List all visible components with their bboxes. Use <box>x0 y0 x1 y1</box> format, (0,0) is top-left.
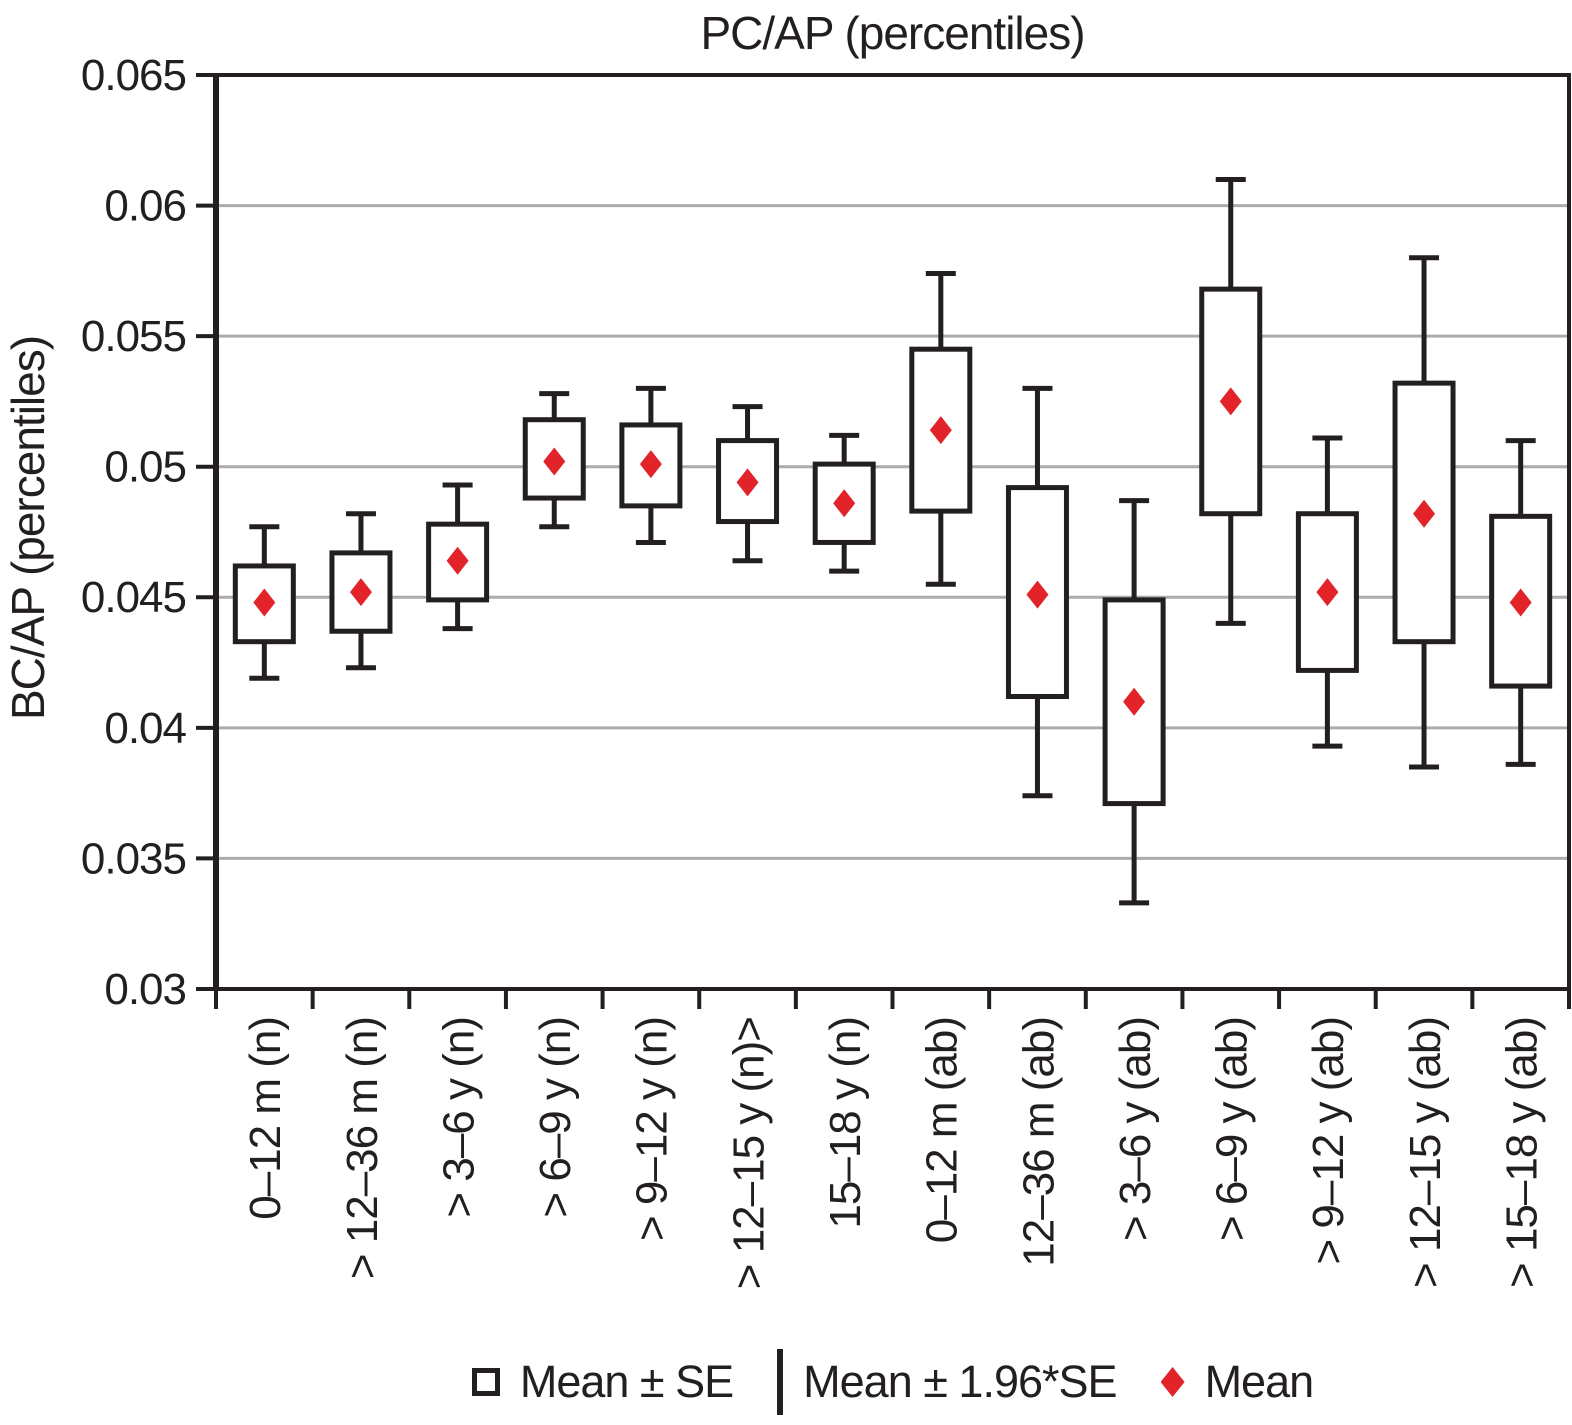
legend-label-mean-196se: Mean ± 1.96*SE <box>803 1356 1117 1407</box>
mean-diamond-0 <box>253 588 276 617</box>
box-group-8 <box>1005 385 1069 799</box>
mean-diamond-5 <box>736 468 759 497</box>
x-category-label-5: > 12–15 y (n)> <box>724 1017 773 1289</box>
mean-diamond-9 <box>1123 687 1146 716</box>
y-tick-label-0.045: 0.045 <box>81 573 186 622</box>
mean-diamond-6 <box>833 489 856 518</box>
y-tick-label-0.05: 0.05 <box>104 443 186 492</box>
box-group-5 <box>716 404 780 564</box>
x-category-label-9: > 3–6 y (ab) <box>1111 1017 1160 1241</box>
y-tick-label-0.04: 0.04 <box>104 704 186 753</box>
mean-196se-whisker-icon <box>777 1349 784 1415</box>
mean-diamond-13 <box>1509 588 1532 617</box>
legend-item-mean-196se: Mean ± 1.96*SE <box>777 1349 1118 1415</box>
legend-label-mean: Mean <box>1204 1356 1315 1407</box>
x-category-label-6: 15–18 y (n) <box>821 1017 870 1229</box>
legend-item-mean: Mean <box>1160 1356 1315 1408</box>
box-group-11 <box>1295 435 1359 749</box>
box-group-12 <box>1392 255 1456 770</box>
mean-diamond-12 <box>1413 499 1436 528</box>
mean-diamond-11 <box>1316 578 1339 607</box>
box-group-9 <box>1102 498 1166 906</box>
mean-diamond-8 <box>1026 580 1049 609</box>
x-category-label-0: 0–12 m (n) <box>241 1017 290 1220</box>
mean-diamond-2 <box>446 546 469 575</box>
x-category-label-8: 12–36 m (ab) <box>1014 1017 1063 1267</box>
box-group-7 <box>909 270 973 587</box>
box-group-0 <box>232 524 296 681</box>
x-category-label-4: > 9–12 y (n) <box>628 1017 677 1241</box>
mean-diamond-1 <box>349 578 372 607</box>
mean-diamond-10 <box>1219 387 1242 416</box>
y-tick-label-0.06: 0.06 <box>104 182 186 231</box>
box-group-4 <box>619 385 683 545</box>
x-category-label-2: > 3–6 y (n) <box>434 1017 483 1218</box>
box-group-6 <box>812 432 876 574</box>
box-group-13 <box>1489 438 1553 767</box>
mean-se-square-icon <box>471 1368 500 1396</box>
legend: Mean ± SE Mean ± 1.96*SE Mean <box>216 1344 1569 1420</box>
mean-diamond-7 <box>929 416 952 445</box>
x-category-label-13: > 15–18 y (ab) <box>1498 1017 1547 1288</box>
y-tick-label-0.035: 0.035 <box>81 834 186 883</box>
legend-item-mean-se: Mean ± SE <box>471 1356 734 1408</box>
mean-diamond-3 <box>543 447 566 476</box>
y-tick-label-0.055: 0.055 <box>81 312 186 361</box>
box-rect-12 <box>1392 380 1456 645</box>
chart-title: PC/AP (percentiles) <box>700 7 1085 59</box>
x-category-label-1: > 12–36 m (n) <box>338 1017 387 1279</box>
box-group-2 <box>426 482 490 632</box>
plot-area: 0.065 0.06 0.055 0.05 0.045 0.04 0.035 0.03 0–12… <box>81 51 1571 1289</box>
x-category-label-7: 0–12 m (ab) <box>918 1017 967 1243</box>
legend-label-mean-se: Mean ± SE <box>519 1356 734 1407</box>
x-category-label-10: > 6–9 y (ab) <box>1208 1017 1257 1241</box>
box-group-10 <box>1199 176 1263 626</box>
x-category-label-11: > 9–12 y (ab) <box>1304 1017 1353 1265</box>
box-group-1 <box>329 511 393 671</box>
mean-diamond-4 <box>639 450 662 479</box>
y-tick-label-0.065: 0.065 <box>81 51 186 100</box>
plot-frame <box>214 73 1571 991</box>
mean-diamond-icon <box>1160 1367 1185 1397</box>
x-category-label-3: > 6–9 y (n) <box>531 1017 580 1218</box>
box-group-3 <box>522 391 586 530</box>
y-tick-label-0.03: 0.03 <box>104 965 186 1014</box>
x-category-label-12: > 12–15 y (ab) <box>1401 1017 1450 1288</box>
